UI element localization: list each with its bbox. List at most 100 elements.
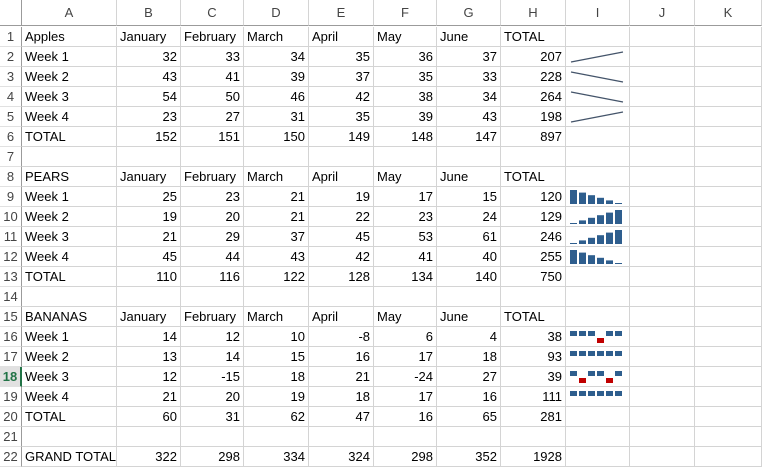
cell-f20[interactable]: 16 <box>374 407 437 427</box>
cell-e15[interactable]: April <box>309 307 374 327</box>
cell-f10[interactable]: 23 <box>374 207 437 227</box>
cell-a6[interactable]: TOTAL <box>22 127 117 147</box>
cell-h20[interactable]: 281 <box>501 407 566 427</box>
cell-d9[interactable]: 21 <box>244 187 309 207</box>
cell-g14[interactable] <box>437 287 501 307</box>
cell-f12[interactable]: 41 <box>374 247 437 267</box>
cell-h9[interactable]: 120 <box>501 187 566 207</box>
cell-e4[interactable]: 42 <box>309 87 374 107</box>
cell-j7[interactable] <box>630 147 695 167</box>
cell-f8[interactable]: May <box>374 167 437 187</box>
cell-d5[interactable]: 31 <box>244 107 309 127</box>
cell-b14[interactable] <box>117 287 181 307</box>
cell-d7[interactable] <box>244 147 309 167</box>
cell-i10[interactable] <box>566 207 630 227</box>
cell-i17[interactable] <box>566 347 630 367</box>
cell-h7[interactable] <box>501 147 566 167</box>
cell-g8[interactable]: June <box>437 167 501 187</box>
cell-f11[interactable]: 53 <box>374 227 437 247</box>
cell-d19[interactable]: 19 <box>244 387 309 407</box>
cell-b6[interactable]: 152 <box>117 127 181 147</box>
cell-g2[interactable]: 37 <box>437 47 501 67</box>
cell-j18[interactable] <box>630 367 695 387</box>
cell-k8[interactable] <box>695 167 762 187</box>
cell-d11[interactable]: 37 <box>244 227 309 247</box>
cell-d13[interactable]: 122 <box>244 267 309 287</box>
cell-a3[interactable]: Week 2 <box>22 67 117 87</box>
cell-e6[interactable]: 149 <box>309 127 374 147</box>
cell-j20[interactable] <box>630 407 695 427</box>
cell-c13[interactable]: 116 <box>181 267 244 287</box>
cell-d2[interactable]: 34 <box>244 47 309 67</box>
cell-f4[interactable]: 38 <box>374 87 437 107</box>
cell-f21[interactable] <box>374 427 437 447</box>
row-header-2[interactable]: 2 <box>0 47 22 67</box>
cell-g15[interactable]: June <box>437 307 501 327</box>
cell-f6[interactable]: 148 <box>374 127 437 147</box>
cell-k3[interactable] <box>695 67 762 87</box>
cell-f13[interactable]: 134 <box>374 267 437 287</box>
cell-g20[interactable]: 65 <box>437 407 501 427</box>
cell-a13[interactable]: TOTAL <box>22 267 117 287</box>
cell-h2[interactable]: 207 <box>501 47 566 67</box>
cell-h14[interactable] <box>501 287 566 307</box>
row-header-16[interactable]: 16 <box>0 327 22 347</box>
cell-c21[interactable] <box>181 427 244 447</box>
cell-a22[interactable]: GRAND TOTAL <box>22 447 117 467</box>
cell-b8[interactable]: January <box>117 167 181 187</box>
cell-j21[interactable] <box>630 427 695 447</box>
cell-a9[interactable]: Week 1 <box>22 187 117 207</box>
cell-d18[interactable]: 18 <box>244 367 309 387</box>
select-all-corner[interactable] <box>0 0 22 26</box>
cell-e9[interactable]: 19 <box>309 187 374 207</box>
cell-i16[interactable] <box>566 327 630 347</box>
cell-k5[interactable] <box>695 107 762 127</box>
cell-i22[interactable] <box>566 447 630 467</box>
cell-h18[interactable]: 39 <box>501 367 566 387</box>
row-header-21[interactable]: 21 <box>0 427 22 447</box>
cell-g1[interactable]: June <box>437 27 501 47</box>
cell-g9[interactable]: 15 <box>437 187 501 207</box>
cell-c22[interactable]: 298 <box>181 447 244 467</box>
cell-f3[interactable]: 35 <box>374 67 437 87</box>
cell-b22[interactable]: 322 <box>117 447 181 467</box>
cell-i20[interactable] <box>566 407 630 427</box>
cell-j17[interactable] <box>630 347 695 367</box>
cell-i15[interactable] <box>566 307 630 327</box>
cell-g18[interactable]: 27 <box>437 367 501 387</box>
cell-d21[interactable] <box>244 427 309 447</box>
cell-c4[interactable]: 50 <box>181 87 244 107</box>
cell-c16[interactable]: 12 <box>181 327 244 347</box>
cell-i21[interactable] <box>566 427 630 447</box>
cell-f22[interactable]: 298 <box>374 447 437 467</box>
cell-b3[interactable]: 43 <box>117 67 181 87</box>
cell-f18[interactable]: -24 <box>374 367 437 387</box>
cell-b2[interactable]: 32 <box>117 47 181 67</box>
cell-f7[interactable] <box>374 147 437 167</box>
cell-b21[interactable] <box>117 427 181 447</box>
cell-d1[interactable]: March <box>244 27 309 47</box>
cell-i12[interactable] <box>566 247 630 267</box>
cell-a14[interactable] <box>22 287 117 307</box>
cell-e5[interactable]: 35 <box>309 107 374 127</box>
cell-c17[interactable]: 14 <box>181 347 244 367</box>
cell-f9[interactable]: 17 <box>374 187 437 207</box>
cell-i13[interactable] <box>566 267 630 287</box>
cell-k17[interactable] <box>695 347 762 367</box>
cell-a20[interactable]: TOTAL <box>22 407 117 427</box>
cell-c18[interactable]: -15 <box>181 367 244 387</box>
cell-j2[interactable] <box>630 47 695 67</box>
cell-d6[interactable]: 150 <box>244 127 309 147</box>
cell-h22[interactable]: 1928 <box>501 447 566 467</box>
cell-g5[interactable]: 43 <box>437 107 501 127</box>
cell-b4[interactable]: 54 <box>117 87 181 107</box>
cell-k2[interactable] <box>695 47 762 67</box>
cell-j16[interactable] <box>630 327 695 347</box>
cell-c20[interactable]: 31 <box>181 407 244 427</box>
cell-e18[interactable]: 21 <box>309 367 374 387</box>
cell-e13[interactable]: 128 <box>309 267 374 287</box>
cell-d17[interactable]: 15 <box>244 347 309 367</box>
cell-j10[interactable] <box>630 207 695 227</box>
cell-d8[interactable]: March <box>244 167 309 187</box>
cell-b18[interactable]: 12 <box>117 367 181 387</box>
